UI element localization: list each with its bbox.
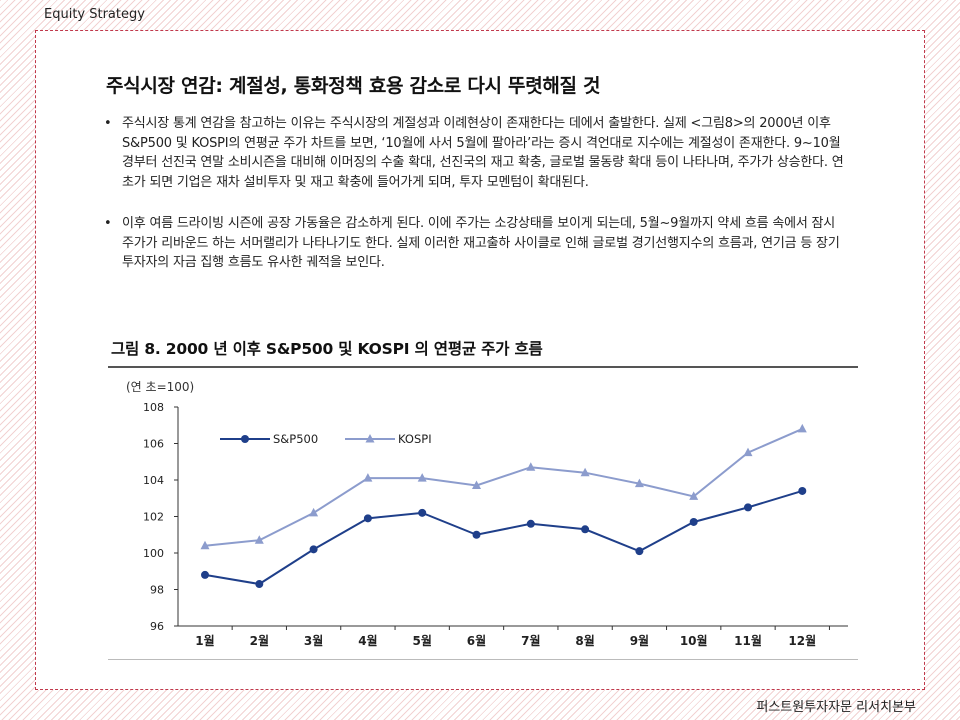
x-tick-label: 4월 <box>358 633 377 648</box>
unit-label: (연 초=100) <box>126 380 194 394</box>
data-point <box>689 491 699 500</box>
legend-marker <box>365 434 375 443</box>
data-point <box>200 540 210 550</box>
data-point <box>201 570 209 579</box>
data-point <box>634 478 644 488</box>
x-tick-label: 6월 <box>467 633 486 648</box>
data-point <box>363 473 373 482</box>
y-tick-label: 102 <box>143 511 164 524</box>
x-tick-label: 2월 <box>250 633 269 648</box>
x-tick-label: 11월 <box>734 633 762 648</box>
legend-label: S&P500 <box>273 432 318 446</box>
x-tick-label: 1월 <box>195 633 214 648</box>
data-point <box>363 514 372 523</box>
data-point <box>635 547 644 556</box>
data-point <box>689 517 698 526</box>
y-tick-label: 108 <box>143 401 164 414</box>
data-point <box>743 447 753 457</box>
y-tick-label: 98 <box>150 584 164 597</box>
y-tick-label: 100 <box>143 547 164 560</box>
figure-title-rule <box>108 366 858 368</box>
figure-bottom-rule <box>108 659 858 660</box>
data-point <box>309 545 318 554</box>
data-point <box>255 580 264 589</box>
bullet-text: 주식시장 통계 연감을 참고하는 이유는 주식시장의 계절성과 이례현상이 존재… <box>122 116 844 190</box>
data-point <box>309 507 319 517</box>
x-tick-label: 12월 <box>788 633 816 648</box>
legend-marker <box>241 435 249 443</box>
data-point <box>417 473 427 482</box>
x-tick-label: 9월 <box>630 633 649 648</box>
y-tick-label: 104 <box>143 474 164 487</box>
bullet-dot-icon: • <box>104 216 112 231</box>
data-point <box>526 519 535 528</box>
data-point <box>798 486 807 495</box>
series-line-sp500 <box>204 489 803 586</box>
source-label: 퍼스트원투자자문 리서치본부 <box>756 700 916 715</box>
line-chart: (연 초=100) 96 98 100 102 104 106 108 1월 2월 3월 4월 5월 6월… <box>126 380 848 648</box>
legend-label: KOSPI <box>398 432 432 446</box>
page-title: 주식시장 연감: 계절성, 통화정책 효용 감소로 다시 뚜렷해질 것 <box>106 75 601 97</box>
x-tick-label: 8월 <box>575 633 594 648</box>
x-tick-label: 5월 <box>413 633 432 648</box>
data-point <box>581 525 590 534</box>
y-tick-label: 106 <box>143 438 164 451</box>
bullet-dot-icon: • <box>104 116 112 131</box>
report-panel: 주식시장 연감: 계절성, 통화정책 효용 감소로 다시 뚜렷해질 것 • 주식… <box>35 30 925 690</box>
bullet-list: • 주식시장 통계 연감을 참고하는 이유는 주식시장의 계절성과 이례현상이 … <box>104 114 846 295</box>
data-point <box>472 530 481 539</box>
data-point <box>526 462 536 471</box>
figure-title: 그림 8. 2000 년 이후 S&P500 및 KOSPI 의 연평균 주가 … <box>111 340 543 358</box>
data-point <box>418 508 427 517</box>
y-tick-label: 96 <box>150 620 164 633</box>
bullet-paragraph: • 주식시장 통계 연감을 참고하는 이유는 주식시장의 계절성과 이례현상이 … <box>104 114 846 192</box>
x-tick-label: 10월 <box>680 633 708 648</box>
data-point <box>744 503 752 512</box>
data-point <box>580 467 590 477</box>
series-line-kospi <box>204 427 803 547</box>
data-point <box>797 423 807 433</box>
x-tick-label: 7월 <box>521 633 540 648</box>
data-point <box>472 480 481 489</box>
section-label: Equity Strategy <box>44 7 145 22</box>
bullet-paragraph: • 이후 여름 드라이빙 시즌에 공장 가동율은 감소하게 된다. 이에 주가는… <box>104 214 846 273</box>
x-tick-label: 3월 <box>304 633 323 648</box>
data-point <box>254 535 264 544</box>
bullet-text: 이후 여름 드라이빙 시즌에 공장 가동율은 감소하게 된다. 이에 주가는 소… <box>122 216 840 270</box>
